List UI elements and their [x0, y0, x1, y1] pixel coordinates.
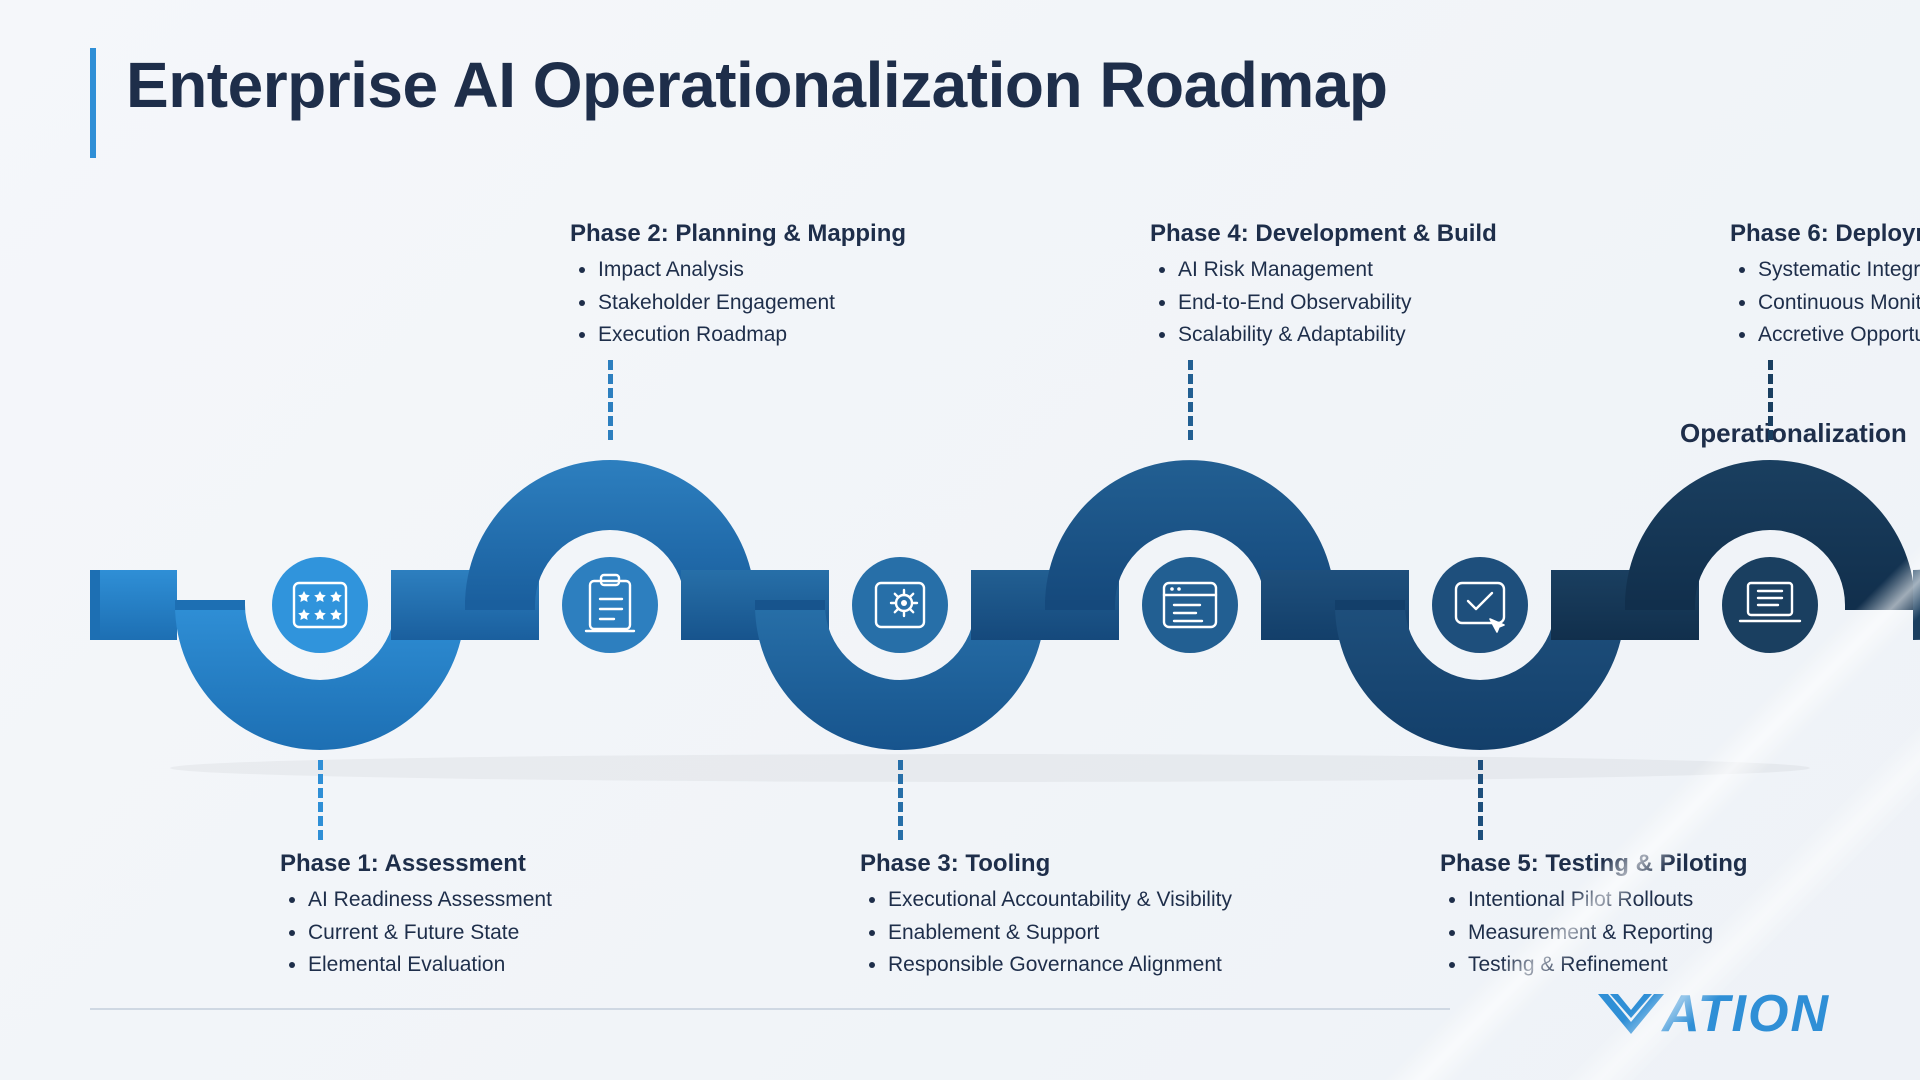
phase-5-item: Intentional Pilot Rollouts: [1468, 884, 1860, 917]
phase-4-title: Phase 4: Development & Build: [1150, 220, 1570, 248]
phase-2-block: Phase 2: Planning & Mapping Impact Analys…: [570, 220, 990, 352]
logo-text: ATION: [1662, 984, 1830, 1044]
phase-2-item: Execution Roadmap: [598, 319, 990, 352]
logo-chevron-icon: [1596, 988, 1666, 1040]
phase-5-item: Measurement & Reporting: [1468, 917, 1860, 950]
phase-3-block: Phase 3: Tooling Executional Accountabili…: [860, 850, 1280, 982]
phase-6-title: Phase 6: Deployment & Integration: [1730, 220, 1920, 248]
phase-2-item: Impact Analysis: [598, 254, 990, 287]
phase-6-block: Phase 6: Deployment & Integration Systema…: [1730, 220, 1920, 352]
phase-5-title: Phase 5: Testing & Piloting: [1440, 850, 1860, 878]
phase-1-block: Phase 1: Assessment AI Readiness Assessme…: [280, 850, 700, 982]
phase-6-item: Continuous Monitoring & Optimization: [1758, 287, 1920, 320]
phase-4-connector: [1188, 360, 1193, 440]
phase-1-item: Elemental Evaluation: [308, 949, 700, 982]
end-label: Operationalization: [1680, 418, 1907, 449]
phase-1-list: AI Readiness AssessmentCurrent & Future …: [280, 884, 700, 982]
phase-1-item: AI Readiness Assessment: [308, 884, 700, 917]
phase-4-item: End-to-End Observability: [1178, 287, 1570, 320]
phase-3-list: Executional Accountability & VisibilityE…: [860, 884, 1280, 982]
phase-3-connector: [898, 760, 903, 840]
phase-2-title: Phase 2: Planning & Mapping: [570, 220, 990, 248]
phase-4-item: AI Risk Management: [1178, 254, 1570, 287]
phase-2-connector: [608, 360, 613, 440]
phase-2-list: Impact AnalysisStakeholder EngagementExe…: [570, 254, 990, 352]
phase-6-item: Systematic Integration: [1758, 254, 1920, 287]
phase-4-block: Phase 4: Development & Build AI Risk Mana…: [1150, 220, 1570, 352]
phase-5-connector: [1478, 760, 1483, 840]
page-title: Enterprise AI Operationalization Roadmap: [126, 48, 1387, 122]
phase-3-item: Enablement & Support: [888, 917, 1280, 950]
phase-1-title: Phase 1: Assessment: [280, 850, 700, 878]
brand-logo: ATION: [1596, 984, 1830, 1044]
title-accent-bar: [90, 48, 96, 158]
phase-6-connector: [1768, 360, 1773, 440]
phase-5-item: Testing & Refinement: [1468, 949, 1860, 982]
phase-2-item: Stakeholder Engagement: [598, 287, 990, 320]
roadmap-wave: [90, 390, 1830, 820]
phase-4-item: Scalability & Adaptability: [1178, 319, 1570, 352]
phase-1-connector: [318, 760, 323, 840]
phase-5-list: Intentional Pilot RolloutsMeasurement & …: [1440, 884, 1860, 982]
phase-5-block: Phase 5: Testing & Piloting Intentional P…: [1440, 850, 1860, 982]
phase-4-list: AI Risk ManagementEnd-to-End Observabili…: [1150, 254, 1570, 352]
phase-6-item: Accretive Opportunities: [1758, 319, 1920, 352]
phase-3-title: Phase 3: Tooling: [860, 850, 1280, 878]
footer-rule: [90, 1008, 1450, 1010]
phase-6-list: Systematic IntegrationContinuous Monitor…: [1730, 254, 1920, 352]
phase-3-item: Executional Accountability & Visibility: [888, 884, 1280, 917]
page-header: Enterprise AI Operationalization Roadmap: [90, 48, 1387, 122]
phase-3-item: Responsible Governance Alignment: [888, 949, 1280, 982]
phase-1-item: Current & Future State: [308, 917, 700, 950]
